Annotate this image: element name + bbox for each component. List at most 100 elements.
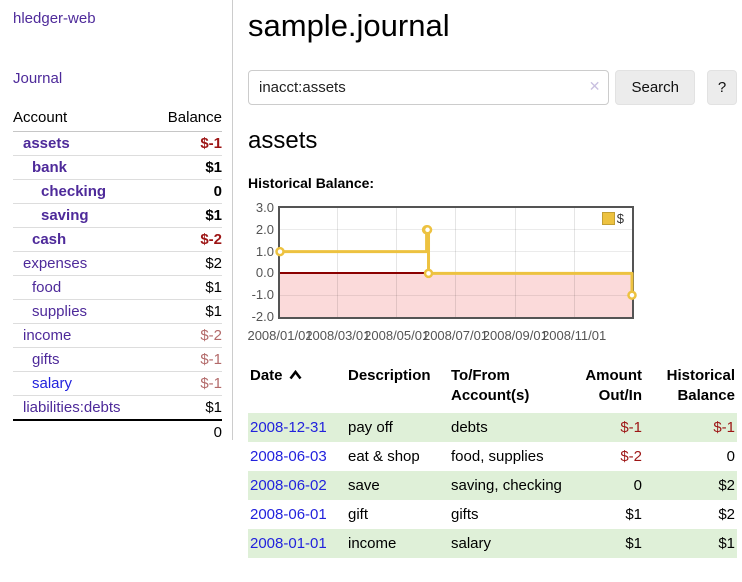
account-balance: $1 bbox=[205, 207, 222, 224]
xtick: 2008/07/01 bbox=[422, 328, 489, 343]
transaction-row: 2008-12-31 pay off debts $-1 $-1 bbox=[248, 413, 737, 442]
account-balance: $-1 bbox=[200, 375, 222, 392]
account-row: expenses $2 bbox=[13, 252, 222, 276]
ytick: 1.0 bbox=[255, 243, 274, 259]
clear-search-icon[interactable]: ✕ bbox=[588, 78, 601, 94]
account-balance: 0 bbox=[213, 183, 222, 200]
account-link-supplies[interactable]: supplies bbox=[32, 303, 88, 320]
vgrid bbox=[455, 208, 457, 317]
transaction-accounts: gifts bbox=[451, 506, 479, 523]
transaction-row: 2008-01-01 income salary $1 $1 bbox=[248, 529, 737, 558]
account-balance: $1 bbox=[205, 303, 222, 320]
sidebar-divider bbox=[232, 0, 233, 440]
account-link-saving[interactable]: saving bbox=[41, 207, 89, 224]
data-point bbox=[422, 225, 433, 235]
account-link-checking[interactable]: checking bbox=[41, 183, 107, 200]
account-row: salary $-1 bbox=[13, 372, 222, 396]
hgrid bbox=[280, 229, 632, 231]
account-row: assets $-1 bbox=[13, 132, 222, 156]
account-row: food $1 bbox=[13, 276, 222, 300]
app-title-link[interactable]: hledger-web bbox=[13, 10, 96, 27]
accounts-table: Account Balance assets $-1 bank $1 check… bbox=[13, 107, 222, 444]
account-link-cash[interactable]: cash bbox=[32, 231, 67, 248]
legend-label: $ bbox=[616, 211, 624, 226]
chart-plot-area: $ bbox=[275, 206, 637, 319]
transaction-balance: 0 bbox=[726, 448, 735, 465]
xtick: 2008/01/01 bbox=[247, 328, 313, 343]
transaction-row: 2008-06-02 save saving, checking 0 $2 bbox=[248, 471, 737, 500]
account-column-header: Account bbox=[13, 109, 68, 126]
search-button[interactable]: Search bbox=[615, 70, 695, 105]
account-row: cash $-2 bbox=[13, 228, 222, 252]
transaction-date-link[interactable]: 2008-01-01 bbox=[250, 535, 327, 552]
transaction-accounts: debts bbox=[451, 419, 488, 436]
column-header-date[interactable]: Date bbox=[248, 364, 346, 413]
chart-title: Historical Balance: bbox=[248, 175, 375, 191]
account-balance: $1 bbox=[205, 279, 222, 296]
accounts-table-header: Account Balance bbox=[13, 107, 222, 132]
search-form: ✕ Search ? bbox=[248, 70, 737, 105]
account-link-gifts[interactable]: gifts bbox=[32, 351, 60, 368]
transaction-balance: $2 bbox=[718, 477, 735, 494]
balance-line-series bbox=[275, 225, 637, 300]
main-content: sample.journal ✕ Search ? assets Histori… bbox=[247, 0, 742, 558]
transaction-date-link[interactable]: 2008-06-02 bbox=[250, 477, 327, 494]
transaction-row: 2008-06-03 eat & shop food, supplies $-2… bbox=[248, 442, 737, 471]
transaction-description: gift bbox=[348, 506, 369, 523]
account-balance: $-1 bbox=[200, 135, 222, 152]
search-box: ✕ bbox=[248, 70, 610, 105]
transaction-date-link[interactable]: 2008-06-03 bbox=[250, 448, 327, 465]
account-row: gifts $-1 bbox=[13, 348, 222, 372]
column-header-accounts: To/From Account(s) bbox=[451, 367, 530, 404]
account-link-liabilities-debts[interactable]: liabilities:debts bbox=[23, 399, 121, 416]
data-point bbox=[627, 290, 637, 300]
accounts-total-row: 0 bbox=[13, 421, 222, 444]
transaction-balance: $1 bbox=[718, 535, 735, 552]
xtick: 2008/03/01 bbox=[305, 328, 371, 343]
region-neg bbox=[280, 273, 632, 317]
transaction-amount: $1 bbox=[625, 535, 642, 552]
sidebar: hledger-web Journal Account Balance asse… bbox=[0, 0, 232, 444]
account-row: liabilities:debts $1 bbox=[13, 396, 222, 421]
search-input[interactable] bbox=[248, 70, 610, 105]
transaction-amount: $-2 bbox=[620, 448, 642, 465]
transaction-amount: $-1 bbox=[620, 419, 642, 436]
transaction-amount: $1 bbox=[625, 506, 642, 523]
account-link-food[interactable]: food bbox=[32, 279, 62, 296]
account-row: checking 0 bbox=[13, 180, 222, 204]
transaction-accounts: saving, checking bbox=[451, 477, 562, 494]
column-header-date-label: Date bbox=[250, 367, 283, 384]
account-link-salary[interactable]: salary bbox=[32, 375, 73, 392]
sidebar-item-journal[interactable]: Journal bbox=[13, 70, 63, 87]
balance-column-header: Balance bbox=[167, 109, 222, 126]
data-point bbox=[423, 268, 434, 279]
page-title: sample.journal bbox=[248, 8, 450, 43]
xtick: 2008/09/01 bbox=[482, 328, 548, 343]
account-row: saving $1 bbox=[13, 204, 222, 228]
account-link-bank[interactable]: bank bbox=[32, 159, 68, 176]
account-link-expenses[interactable]: expenses bbox=[23, 255, 88, 272]
help-button[interactable]: ? bbox=[707, 70, 737, 105]
transaction-balance: $2 bbox=[718, 506, 735, 523]
account-balance: $2 bbox=[205, 255, 222, 272]
account-balance: $1 bbox=[205, 159, 222, 176]
ytick: -1.0 bbox=[251, 287, 274, 303]
xtick: 2008/11/01 bbox=[542, 328, 607, 343]
ytick: -2.0 bbox=[251, 309, 274, 324]
transactions-table: Date Description To/From Account(s) Amou… bbox=[248, 364, 737, 558]
account-heading: assets bbox=[248, 127, 318, 154]
account-link-assets[interactable]: assets bbox=[23, 135, 70, 152]
vgrid bbox=[396, 208, 398, 317]
historical-balance-chart: $ 3.0 2.0 1.0 0.0 -1.0 -2.0 2008/01/01 2008/03/… bbox=[247, 201, 737, 344]
transaction-date-link[interactable]: 2008-06-01 bbox=[250, 506, 327, 523]
chart-legend: $ bbox=[601, 211, 624, 226]
account-link-income[interactable]: income bbox=[23, 327, 72, 344]
data-point bbox=[275, 246, 285, 257]
transaction-accounts: salary bbox=[451, 535, 492, 552]
column-header-amount: Amount Out/In bbox=[585, 367, 642, 404]
account-balance: $1 bbox=[205, 399, 222, 416]
transaction-date-link[interactable]: 2008-12-31 bbox=[250, 419, 327, 436]
vgrid bbox=[337, 208, 339, 317]
transaction-balance: $-1 bbox=[713, 419, 735, 436]
account-balance: $-1 bbox=[200, 351, 222, 368]
